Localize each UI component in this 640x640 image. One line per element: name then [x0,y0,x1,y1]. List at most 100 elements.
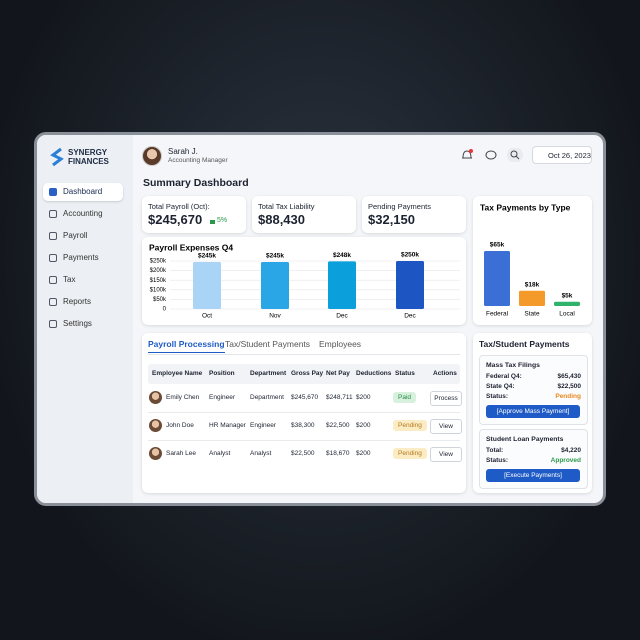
value-label: $5k [562,292,573,299]
chart-title: Payroll Expenses Q4 [149,242,233,252]
bell-icon[interactable] [462,150,472,159]
search-icon [515,155,520,160]
value-label: $245k [198,253,216,260]
nav-item[interactable]: Tax [43,271,123,289]
brand-line: SYNERGY [68,148,108,157]
y-tick-label: $150k [150,278,167,284]
x-tick-label: Dec [336,313,348,320]
cell: Engineer [250,422,277,429]
search-bg[interactable] [507,148,523,162]
bar [396,261,424,309]
nav-icon [49,298,57,306]
bar [484,251,510,306]
nav-item[interactable]: Settings [43,315,123,333]
x-tick-label: Oct [202,313,212,320]
avatar [142,146,162,166]
nav-icon [49,276,57,284]
action-button[interactable]: Process [430,391,462,406]
nav-icon [49,320,57,328]
tab[interactable]: Tax/Student Payments [225,339,311,349]
column-header: Position [209,370,235,377]
brand-line: FINANCES [68,157,109,166]
user-name: Sarah J. [168,147,198,156]
row-value: $22,500 [557,383,582,390]
table-card: Payroll Processing Tax/Student Payments Em… [142,333,466,493]
chart-title: Tax Payments by Type [480,202,571,212]
payroll-chart: Payroll Expenses Q4 0 $50k $100k $150k $200k $… [149,242,460,320]
nav-label: Reports [63,297,92,306]
y-tick-label: $50k [153,297,167,303]
row-label: Status: [486,457,509,464]
status-pill: Pending [393,420,427,431]
action-button[interactable]: View [430,419,462,434]
cell: Analyst [250,450,272,457]
status-pill: Paid [393,392,417,403]
logo [50,147,64,167]
cell: Analyst [209,450,231,457]
search-icon [510,150,518,158]
nav-icon [49,210,57,218]
tab-divider [148,354,460,355]
action-button[interactable]: [Approve Mass Payment] [486,405,580,418]
value-label: $245k [266,253,284,260]
y-tick-label: $250k [150,259,167,265]
column-header: Status [395,370,415,377]
employee-avatar [149,391,162,404]
value-label: $18k [525,281,540,288]
kpi-card: Total Tax Liability $88,430 [252,196,356,233]
cell: $38,300 [291,422,315,429]
nav-label: Tax [63,275,76,284]
nav-label: Accounting [63,209,103,218]
action-button[interactable]: [Execute Payments] [486,469,580,482]
bar [554,301,580,306]
nav-item[interactable]: Reports [43,293,123,311]
nav-label: Dashboard [63,187,103,196]
x-tick-label: State [524,311,540,318]
tab[interactable]: Payroll Processing [148,339,225,353]
nav-item[interactable]: Payments [43,249,123,267]
app-window: SYNERGY FINANCES Dashboard Accounting Payro… [34,132,606,506]
column-header: Employee Name [152,370,203,377]
page-title: Summary Dashboard [143,177,249,189]
cell: $245,670 [291,394,319,401]
date: Oct 26, 2023 [548,151,591,160]
bar [519,290,545,306]
sub-card-title: Student Loan Payments [486,436,564,443]
y-tick-label: $100k [150,287,167,293]
kpi-label: Total Payroll (Oct): [148,202,210,211]
value-label: $65k [490,242,505,249]
cell: $200 [356,450,371,457]
tab[interactable]: Employees [319,339,362,349]
row-label: State Q4: [486,383,515,390]
cell: Emily Chen [166,394,200,401]
row-label: Total: [486,447,504,454]
nav: Dashboard Accounting Payroll Payments Tax Rep… [37,183,133,383]
row-label: Status: [486,393,509,400]
badge [469,149,473,153]
y-tick-label: $200k [150,268,167,274]
kpi-value: $32,150 [368,212,415,227]
nav-item[interactable]: Dashboard [43,183,123,201]
cell: $200 [356,422,371,429]
row-value: $4,220 [561,447,581,454]
table-header-bg [148,364,460,384]
row-divider [148,412,460,413]
nav-item[interactable]: Payroll [43,227,123,245]
tax-chart: Tax Payments by Type $65k Federal $18k State… [480,202,580,318]
action-button[interactable]: View [430,447,462,462]
value-label: $250k [401,252,419,259]
employee-avatar [149,447,162,460]
date-picker[interactable]: Oct 26, 2023 [532,146,592,164]
value-label: $248k [333,252,351,259]
chat-icon[interactable] [485,150,497,160]
column-header: Net Pay [326,370,350,377]
bar [193,261,221,309]
bar [261,261,289,309]
cell: HR Manager [209,422,246,429]
nav-icon [49,254,57,262]
column-header: Actions [433,370,457,377]
nav-item[interactable]: Accounting [43,205,123,223]
column-header: Department [250,370,287,377]
nav-label: Payments [63,253,99,262]
